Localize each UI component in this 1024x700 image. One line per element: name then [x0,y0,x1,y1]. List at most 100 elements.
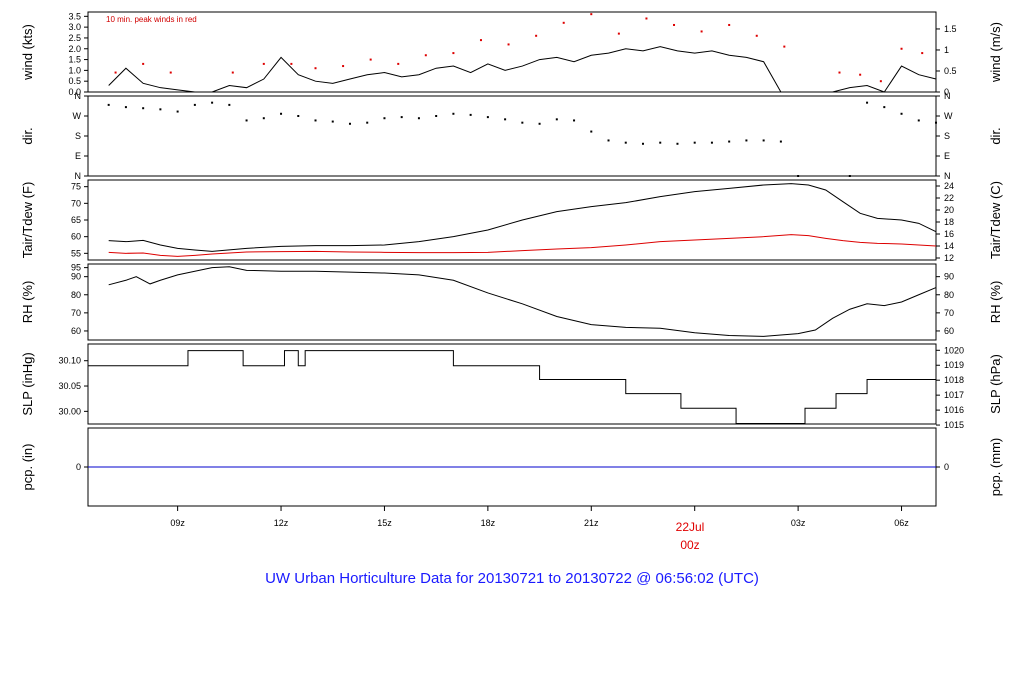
data-point [859,73,862,76]
right-tick-label: 12 [944,253,954,263]
left-axis-label: RH (%) [20,281,35,324]
left-tick-label: 30.05 [58,381,81,391]
data-point [297,115,300,117]
data-point [659,141,662,144]
data-point [417,117,420,120]
left-tick-label: 70 [71,308,81,318]
left-tick-label: 3.0 [68,22,81,32]
panel-frame [87,179,937,261]
data-point [521,121,524,124]
data-point [452,52,455,55]
panel-temperature: 55 60 65 70 75 12 14 16 18 20 22 24 Tair/Tdew (F) Tai… [20,179,1003,263]
data-point [641,142,644,145]
data-point [314,119,317,122]
left-axis-label: SLP (inHg) [20,352,35,415]
data-point [142,107,145,110]
left-tick-label: 55 [71,248,81,258]
right-tick-label: 1019 [944,360,964,370]
data-point [573,119,576,122]
data-point [114,71,117,74]
data-point [728,140,731,143]
data-point [645,17,648,20]
data-point [262,62,265,65]
data-point [693,141,696,144]
left-tick-label: 0 [76,462,81,472]
data-point [314,67,317,70]
right-tick-label: E [944,151,950,161]
right-axis-label: wind (m/s) [988,22,1003,83]
data-point [590,130,593,133]
data-point [169,71,172,74]
data-point [348,122,351,125]
data-point [797,175,800,177]
data-point [342,65,345,68]
data-point [673,23,676,26]
data-point [535,34,538,37]
data-point [879,80,882,83]
right-tick-label: 80 [944,290,954,300]
right-axis-label: RH (%) [988,281,1003,324]
left-tick-label: E [75,151,81,161]
data-point [400,116,403,119]
left-tick-label: S [75,131,81,141]
left-tick-label: 60 [71,232,81,242]
data-point [452,112,455,115]
right-tick-label: 0 [944,462,949,472]
data-point [607,139,610,142]
left-tick-label: 0.0 [68,87,81,97]
left-tick-label: 80 [71,290,81,300]
right-tick-label: 1016 [944,405,964,415]
data-point [435,115,438,117]
data-point [883,106,886,109]
data-point [479,39,482,42]
left-axis-label: dir. [20,127,35,144]
data-point [469,113,472,116]
data-point [935,121,937,124]
left-tick-label: 70 [71,198,81,208]
annotation: 10 min. peak winds in red [106,15,197,24]
right-tick-label: 1020 [944,345,964,355]
right-tick-label: N [944,91,951,101]
x-tick-label: 21z [584,518,599,528]
left-tick-label: 95 [71,263,81,273]
day-sublabel: 00z [680,538,699,552]
data-point [624,141,627,144]
right-axis-label: Tair/Tdew (C) [988,181,1003,259]
data-point [538,122,541,125]
data-point [262,117,265,120]
data-point [921,52,924,55]
left-axis-label: wind (kts) [20,24,35,81]
right-tick-label: 20 [944,205,954,215]
data-point [848,175,851,177]
panel-frame [87,263,937,341]
right-tick-label: 22 [944,193,954,203]
series-line-wind [108,46,937,93]
right-tick-label: 70 [944,308,954,318]
right-tick-label: S [944,131,950,141]
data-point [193,103,196,106]
left-tick-label: 30.00 [58,406,81,416]
data-point [783,45,786,48]
left-tick-label: 2.0 [68,44,81,54]
left-tick-label: 2.5 [68,33,81,43]
left-tick-label: 90 [71,272,81,282]
data-point [917,119,920,122]
right-tick-label: 0.5 [944,66,957,76]
data-point [176,110,179,113]
data-point [397,62,400,65]
series-line-rh [108,266,937,337]
data-point [755,34,758,37]
left-axis-label: pcp. (in) [20,444,35,491]
right-tick-label: 14 [944,241,954,251]
left-tick-label: N [75,91,82,101]
x-tick-label: 12z [274,518,289,528]
right-tick-label: 1018 [944,375,964,385]
right-tick-label: 1017 [944,390,964,400]
data-point [617,32,620,35]
right-tick-label: 1015 [944,420,964,430]
right-axis-label: pcp. (mm) [988,438,1003,497]
data-point [676,142,679,145]
right-tick-label: 1 [944,45,949,55]
data-point [728,23,731,26]
